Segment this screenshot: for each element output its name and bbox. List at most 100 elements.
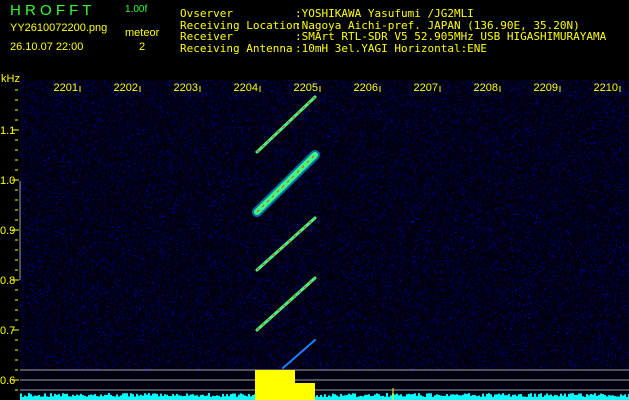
level-bar: [394, 394, 396, 400]
level-bar: [494, 394, 496, 400]
level-bar: [580, 393, 582, 400]
level-bar: [242, 394, 244, 400]
y-tick-label: 0.8: [0, 275, 15, 287]
level-bar: [342, 396, 344, 400]
meteor-trace: [257, 97, 315, 152]
level-bar: [472, 395, 474, 400]
y-tick-label: 1.0: [0, 175, 15, 187]
level-bar: [530, 393, 532, 400]
level-bar: [382, 396, 384, 400]
level-bar: [452, 394, 454, 400]
level-bar: [608, 395, 610, 400]
level-bar: [370, 396, 372, 400]
level-bar: [358, 396, 360, 400]
level-bar: [486, 394, 488, 400]
level-bar: [482, 394, 484, 400]
level-bar: [194, 396, 196, 400]
level-bar: [540, 393, 542, 400]
level-bar: [564, 394, 566, 400]
level-bar: [34, 396, 36, 400]
level-bar: [568, 394, 570, 400]
level-bar: [434, 395, 436, 400]
level-bar: [496, 394, 498, 400]
level-bar: [112, 396, 114, 400]
level-bar: [76, 395, 78, 400]
level-bar: [364, 395, 366, 400]
level-bar: [84, 396, 86, 400]
level-bar: [174, 396, 176, 400]
level-bar: [64, 394, 66, 400]
x-tick-label: 2206: [354, 82, 378, 94]
level-bar: [68, 396, 70, 400]
level-bar: [436, 394, 438, 400]
level-bar: [604, 395, 606, 400]
level-bar: [446, 394, 448, 400]
meteor-trace: [257, 278, 315, 330]
level-bar: [158, 396, 160, 400]
level-bar: [510, 397, 512, 400]
level-bar: [592, 395, 594, 400]
level-bar: [414, 393, 416, 400]
x-tick-label: 2204: [234, 82, 258, 94]
level-bar: [620, 394, 622, 400]
level-bar: [170, 396, 172, 400]
level-bar: [50, 393, 52, 400]
level-bar: [514, 395, 516, 400]
level-bar: [204, 396, 206, 400]
level-bar: [70, 397, 72, 400]
level-bar: [428, 393, 430, 400]
level-bar: [330, 396, 332, 400]
level-bar: [454, 395, 456, 400]
level-bar: [354, 393, 356, 400]
level-bar: [324, 394, 326, 400]
level-bar: [574, 395, 576, 400]
level-bar: [544, 395, 546, 400]
level-bar: [606, 396, 608, 400]
level-bar: [350, 395, 352, 400]
level-bar: [586, 394, 588, 400]
level-bar: [150, 396, 152, 400]
x-tick-label: 2202: [114, 82, 138, 94]
level-bar: [396, 394, 398, 400]
level-bar: [344, 395, 346, 400]
level-bar: [212, 396, 214, 400]
level-bar: [58, 394, 60, 400]
level-bar: [332, 394, 334, 400]
level-bar: [590, 394, 592, 400]
level-bar: [366, 395, 368, 400]
level-bar: [386, 393, 388, 400]
level-bar: [406, 394, 408, 400]
level-bar: [458, 395, 460, 400]
level-bar: [152, 394, 154, 400]
level-bar: [38, 395, 40, 400]
level-bar: [148, 393, 150, 400]
level-bar: [552, 396, 554, 400]
level-bar: [622, 395, 624, 400]
level-bar: [154, 393, 156, 400]
level-bar: [106, 395, 108, 400]
level-bar: [114, 396, 116, 400]
level-bar: [524, 397, 526, 400]
level-bar: [188, 396, 190, 400]
level-bar: [32, 396, 34, 400]
level-bar: [398, 395, 400, 400]
level-bar: [60, 396, 62, 400]
level-bar: [372, 396, 374, 400]
level-bar: [594, 393, 596, 400]
level-bar: [30, 394, 32, 400]
level-bar: [484, 396, 486, 400]
level-bar: [408, 394, 410, 400]
level-bar: [346, 395, 348, 400]
level-bar: [196, 395, 198, 400]
level-bar: [126, 393, 128, 400]
level-bar: [618, 397, 620, 400]
y-tick-label: 0.7: [0, 325, 15, 337]
level-bar: [108, 393, 110, 400]
level-bar: [578, 393, 580, 400]
level-bar: [182, 396, 184, 400]
level-bar: [42, 396, 44, 400]
level-bar: [238, 395, 240, 400]
level-bar: [230, 394, 232, 400]
level-bar: [166, 395, 168, 400]
level-bar: [374, 395, 376, 400]
